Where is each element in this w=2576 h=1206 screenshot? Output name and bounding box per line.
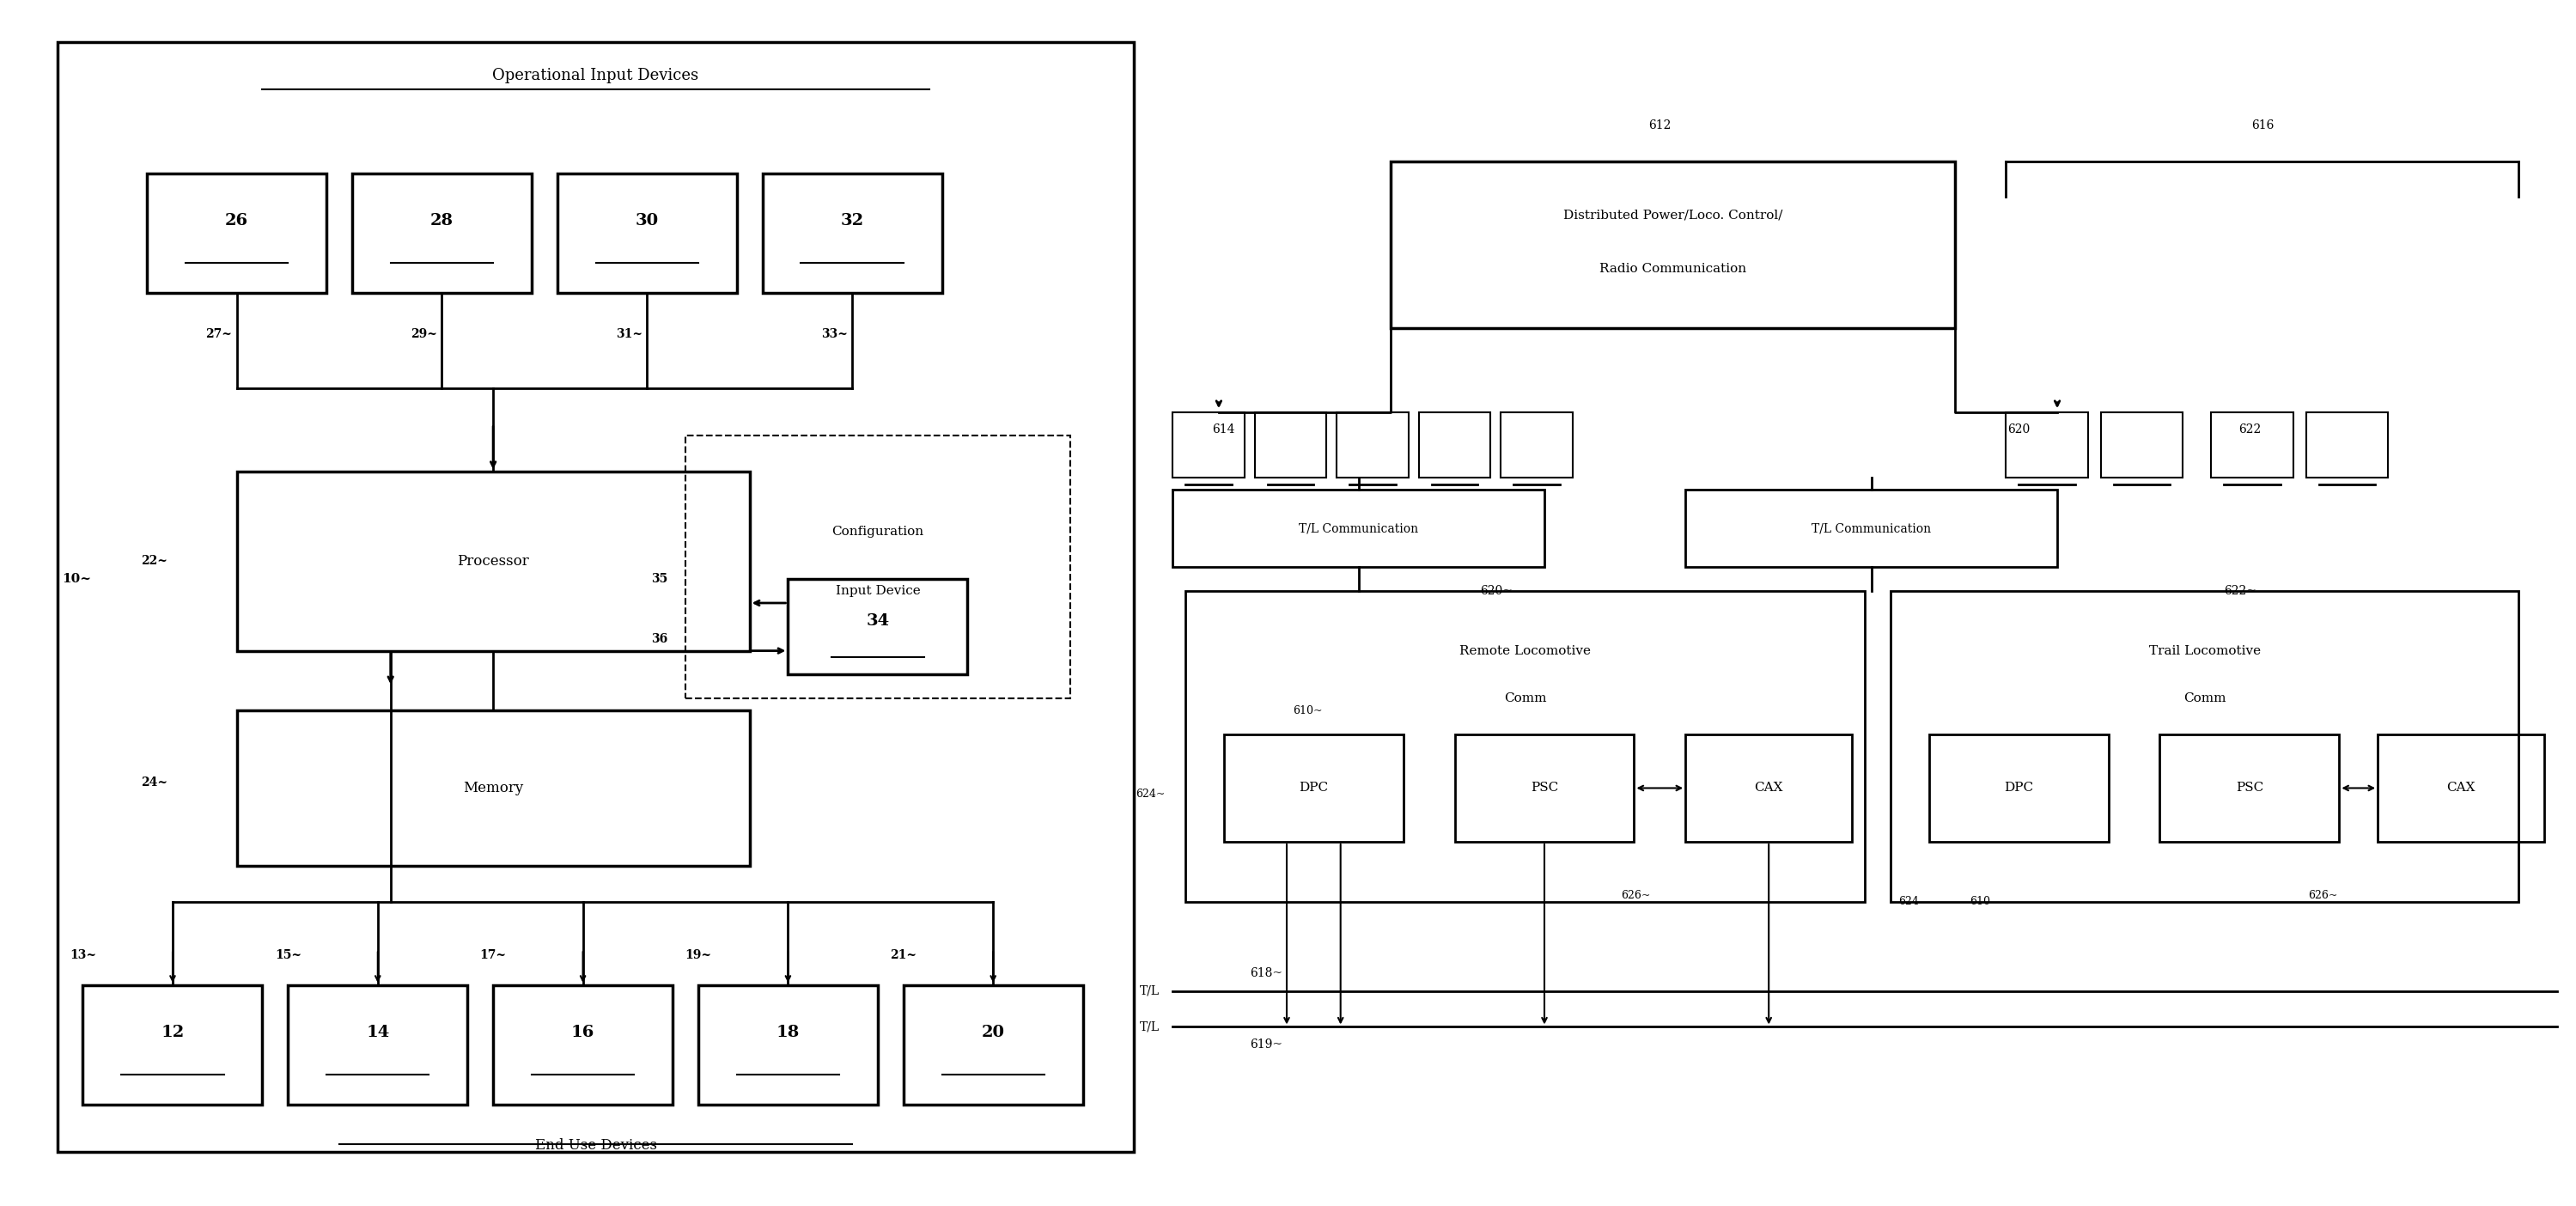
Text: 32: 32	[840, 213, 863, 229]
Text: 624: 624	[1899, 896, 1919, 907]
Text: PSC: PSC	[2236, 781, 2264, 794]
Text: 20: 20	[981, 1025, 1005, 1041]
Text: 19~: 19~	[685, 949, 711, 961]
Bar	[237, 472, 750, 651]
Text: 30: 30	[636, 213, 659, 229]
Bar	[2159, 734, 2339, 842]
Bar	[2210, 412, 2293, 478]
Text: 24~: 24~	[142, 777, 167, 789]
Bar	[2378, 734, 2545, 842]
Text: Remote Locomotive: Remote Locomotive	[1461, 645, 1592, 657]
Text: Radio Communication: Radio Communication	[1600, 263, 1747, 275]
Bar	[1185, 591, 1865, 902]
Text: CAX: CAX	[2447, 781, 2476, 794]
Text: Comm: Comm	[2184, 692, 2226, 704]
Bar	[698, 985, 878, 1105]
Text: 12: 12	[160, 1025, 185, 1041]
Text: 624~: 624~	[1136, 789, 1164, 800]
Bar	[1172, 412, 1244, 478]
Text: T/L Communication: T/L Communication	[1811, 522, 1932, 534]
Text: Trail Locomotive: Trail Locomotive	[2148, 645, 2262, 657]
Text: 622: 622	[2239, 423, 2262, 435]
Text: 21~: 21~	[891, 949, 917, 961]
Bar	[556, 174, 737, 293]
Text: 27~: 27~	[206, 328, 232, 340]
Text: 34: 34	[866, 613, 889, 628]
Bar	[2306, 412, 2388, 478]
Text: PSC: PSC	[1530, 781, 1558, 794]
Bar	[353, 174, 531, 293]
Text: Operational Input Devices: Operational Input Devices	[492, 68, 698, 83]
Text: End Use Devices: End Use Devices	[536, 1138, 657, 1153]
Bar	[147, 174, 327, 293]
Text: 29~: 29~	[410, 328, 438, 340]
Bar	[2007, 412, 2089, 478]
Text: Memory: Memory	[464, 780, 523, 796]
Bar	[788, 579, 969, 674]
Bar	[1685, 734, 1852, 842]
Bar	[1337, 412, 1409, 478]
Bar	[82, 985, 263, 1105]
Bar	[1502, 412, 1571, 478]
Text: 18: 18	[775, 1025, 799, 1041]
Text: 13~: 13~	[70, 949, 95, 961]
Text: CAX: CAX	[1754, 781, 1783, 794]
Bar	[237, 710, 750, 866]
Text: 619~: 619~	[1249, 1038, 1283, 1050]
Text: T/L: T/L	[1141, 985, 1159, 997]
Bar	[492, 985, 672, 1105]
Text: T/L Communication: T/L Communication	[1298, 522, 1419, 534]
Text: 610~: 610~	[1293, 704, 1321, 716]
Bar	[1455, 734, 1633, 842]
Text: 626~: 626~	[1620, 890, 1651, 901]
Text: 612: 612	[1649, 119, 1672, 131]
Text: 22~: 22~	[142, 555, 167, 567]
Text: 616: 616	[2251, 119, 2275, 131]
Text: 14: 14	[366, 1025, 389, 1041]
Bar	[1419, 412, 1492, 478]
Bar	[685, 435, 1069, 698]
Bar	[1685, 490, 2058, 567]
Text: DPC: DPC	[1298, 781, 1329, 794]
Bar	[1224, 734, 1404, 842]
Text: 35: 35	[652, 573, 667, 585]
Text: 622~: 622~	[2223, 585, 2257, 597]
Text: 16: 16	[572, 1025, 595, 1041]
Bar	[1929, 734, 2110, 842]
Text: 620: 620	[2007, 423, 2030, 435]
Text: 17~: 17~	[479, 949, 507, 961]
Bar	[762, 174, 943, 293]
Bar	[1172, 490, 1546, 567]
Bar	[1891, 591, 2519, 902]
Bar	[57, 42, 1133, 1152]
Text: 10~: 10~	[62, 573, 93, 585]
Text: 626~: 626~	[2308, 890, 2339, 901]
Text: 26: 26	[224, 213, 247, 229]
Text: 610: 610	[1971, 896, 1991, 907]
Text: DPC: DPC	[2004, 781, 2032, 794]
Text: Input Device: Input Device	[835, 585, 920, 597]
Text: 31~: 31~	[616, 328, 641, 340]
Text: 614: 614	[1213, 423, 1236, 435]
Text: 36: 36	[652, 633, 667, 645]
Text: Distributed Power/Loco. Control/: Distributed Power/Loco. Control/	[1564, 209, 1783, 221]
Bar	[1391, 162, 1955, 328]
Text: Processor: Processor	[456, 554, 528, 568]
Bar	[1255, 412, 1327, 478]
Text: 33~: 33~	[822, 328, 848, 340]
Bar	[289, 985, 466, 1105]
Text: 15~: 15~	[276, 949, 301, 961]
Text: Configuration: Configuration	[832, 526, 925, 538]
Bar	[2102, 412, 2182, 478]
Text: 28: 28	[430, 213, 453, 229]
Text: 618~: 618~	[1249, 967, 1283, 979]
Bar	[904, 985, 1082, 1105]
Text: Comm: Comm	[1504, 692, 1546, 704]
Text: 620~: 620~	[1481, 585, 1512, 597]
Text: T/L: T/L	[1141, 1021, 1159, 1032]
